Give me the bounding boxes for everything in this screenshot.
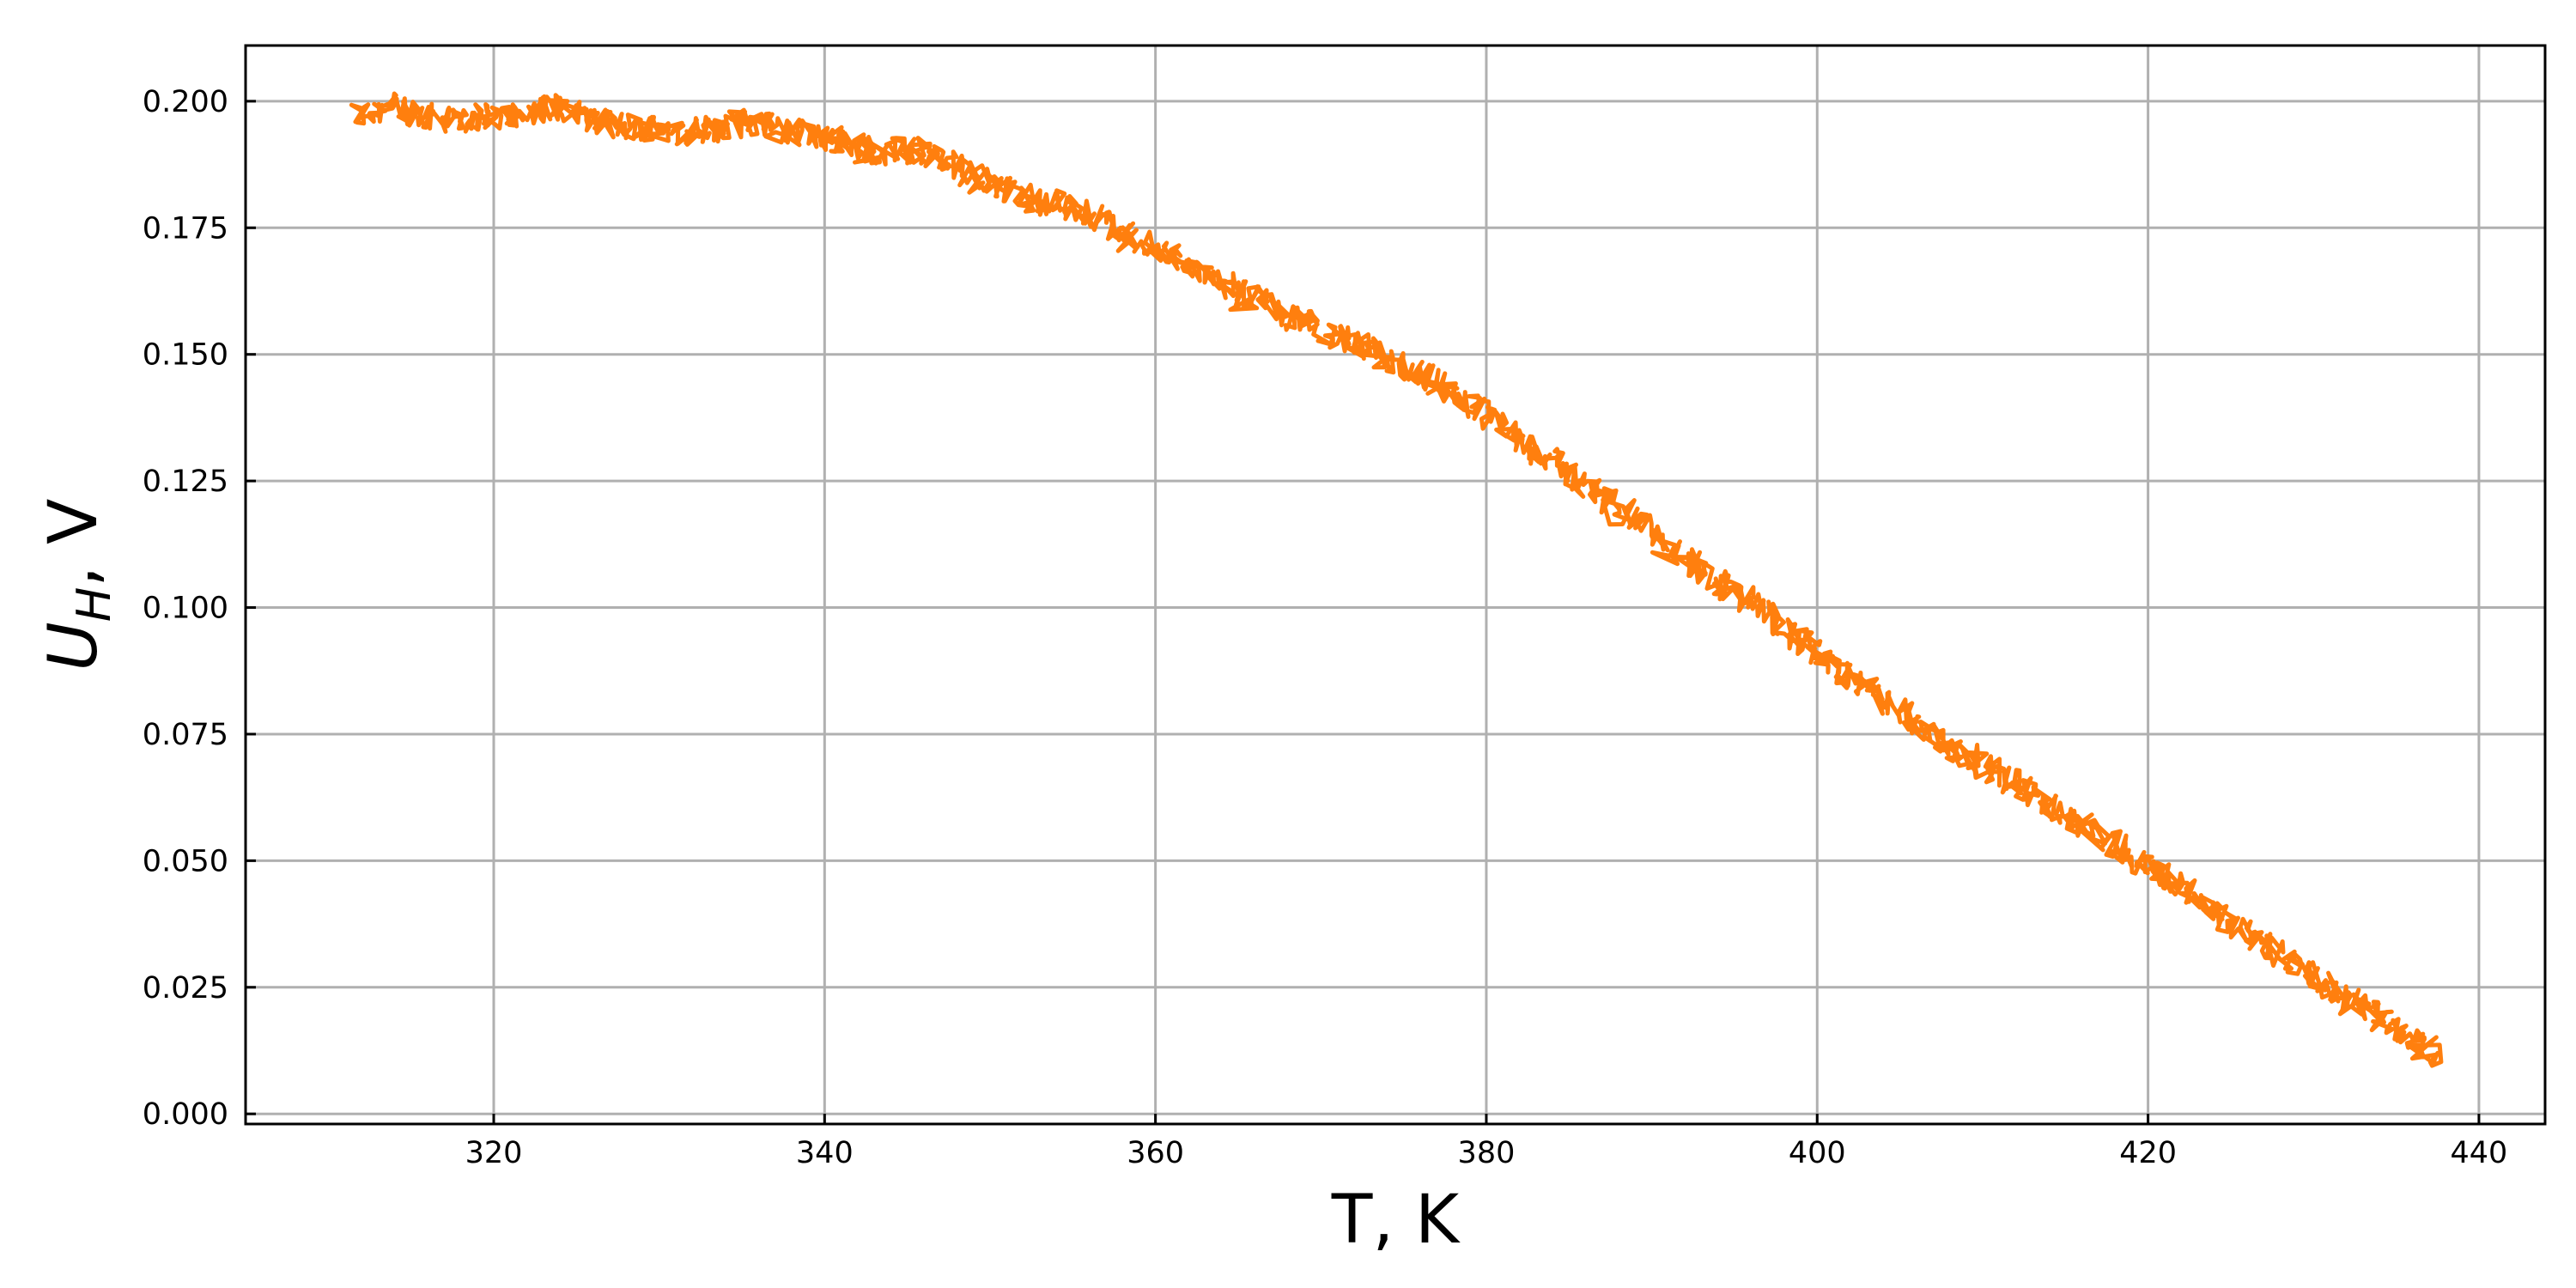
- y-tick-labels: 0.000 0.025 0.050 0.075 0.100 0.125 0.150 0.175…: [143, 85, 228, 1132]
- x-tick-label: 360: [1127, 1136, 1184, 1170]
- x-tick-labels: 320 340 360 380 400 420 440: [465, 1136, 2508, 1170]
- x-tick-label: 320: [465, 1136, 523, 1170]
- y-axis-label-main: U: [35, 622, 112, 671]
- plot-frame: [244, 44, 2547, 1126]
- series-line: [349, 91, 2444, 1068]
- y-tick-label: 0.200: [143, 85, 228, 119]
- ticks: [246, 100, 2481, 1124]
- y-axis-label: UH, V: [35, 499, 121, 671]
- y-tick-label: 0.075: [143, 718, 228, 752]
- x-tick-label: 440: [2451, 1136, 2508, 1170]
- y-tick-label: 0.025: [143, 971, 228, 1005]
- y-axis-label-unit: , V: [35, 499, 112, 587]
- x-tick-label: 400: [1789, 1136, 1846, 1170]
- y-tick-label: 0.150: [143, 338, 228, 373]
- x-tick-label: 380: [1458, 1136, 1516, 1170]
- x-tick-label: 420: [2119, 1136, 2177, 1170]
- y-tick-label: 0.100: [143, 592, 228, 626]
- x-tick-label: 340: [796, 1136, 854, 1170]
- y-axis-label-sub: H: [67, 587, 121, 623]
- series-layer: [349, 91, 2444, 1068]
- y-tick-label: 0.125: [143, 465, 228, 499]
- y-tick-label: 0.000: [143, 1097, 228, 1132]
- grid: [246, 46, 2545, 1124]
- y-tick-label: 0.175: [143, 211, 228, 246]
- x-axis-label: T, K: [1331, 1182, 1461, 1259]
- y-tick-label: 0.050: [143, 844, 228, 878]
